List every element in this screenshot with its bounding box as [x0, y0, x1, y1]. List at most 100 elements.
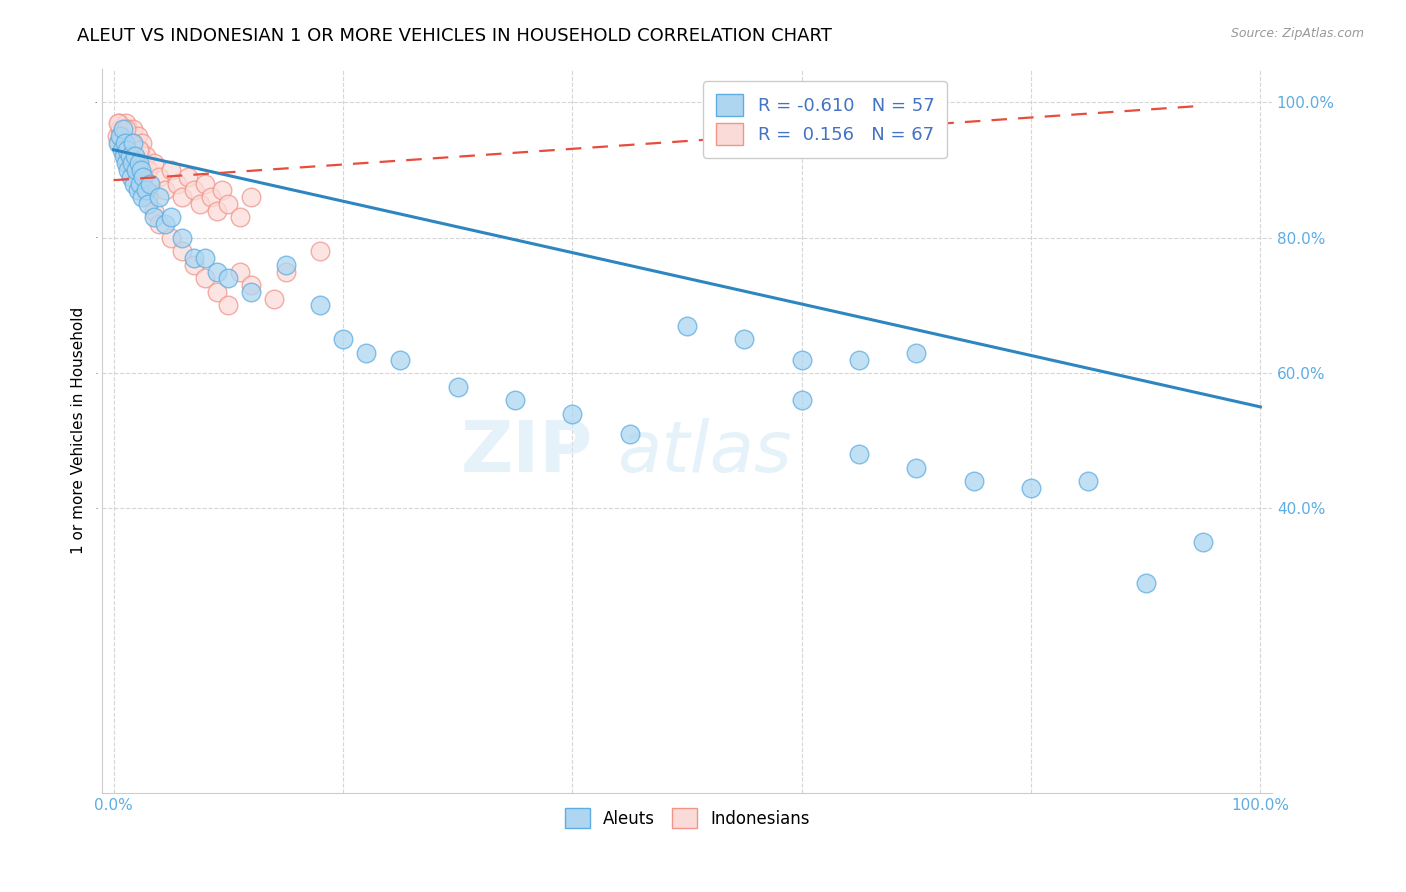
Point [129, 177, 152, 191]
Point [117, 143, 139, 157]
Point [240, 278, 263, 293]
Point [389, 352, 412, 367]
Point [848, 352, 870, 367]
Point [108, 116, 131, 130]
Point [172, 244, 194, 259]
Point [205, 264, 228, 278]
Point [217, 298, 239, 312]
Point [122, 136, 145, 150]
Point [120, 136, 142, 150]
Point [122, 149, 145, 163]
Point [125, 163, 148, 178]
Point [354, 345, 377, 359]
Point [183, 183, 205, 197]
Point [117, 156, 139, 170]
Point [217, 271, 239, 285]
Point [118, 149, 141, 163]
Point [114, 136, 136, 150]
Point [332, 332, 354, 346]
Point [135, 183, 157, 197]
Point [148, 217, 170, 231]
Point [160, 211, 183, 225]
Point [112, 143, 135, 157]
Point [107, 116, 129, 130]
Point [194, 271, 217, 285]
Point [136, 163, 159, 178]
Point [1135, 575, 1157, 590]
Point [135, 149, 157, 163]
Point [503, 393, 526, 408]
Point [122, 122, 145, 136]
Point [963, 475, 986, 489]
Point [194, 251, 217, 265]
Y-axis label: 1 or more Vehicles in Household: 1 or more Vehicles in Household [72, 307, 86, 554]
Point [790, 393, 813, 408]
Point [194, 177, 217, 191]
Point [848, 447, 870, 461]
Point [117, 163, 139, 178]
Text: atlas: atlas [617, 417, 792, 487]
Point [172, 190, 194, 204]
Point [105, 129, 128, 144]
Point [107, 136, 129, 150]
Point [125, 149, 148, 163]
Point [1019, 481, 1042, 495]
Point [125, 163, 148, 178]
Point [117, 136, 139, 150]
Point [131, 177, 153, 191]
Point [131, 190, 153, 204]
Point [136, 190, 159, 204]
Point [127, 129, 149, 144]
Point [211, 183, 233, 197]
Point [110, 136, 132, 150]
Point [121, 143, 143, 157]
Point [120, 129, 142, 144]
Point [110, 129, 132, 144]
Point [200, 190, 222, 204]
Point [115, 122, 138, 136]
Point [309, 244, 332, 259]
Point [108, 136, 131, 150]
Point [124, 136, 146, 150]
Point [132, 169, 155, 184]
Point [240, 285, 263, 299]
Point [132, 169, 155, 184]
Point [905, 345, 928, 359]
Point [118, 149, 141, 163]
Point [148, 169, 170, 184]
Point [142, 156, 165, 170]
Point [153, 183, 176, 197]
Point [122, 156, 145, 170]
Point [136, 197, 159, 211]
Point [120, 169, 142, 184]
Point [142, 211, 165, 225]
Point [1192, 535, 1215, 549]
Point [110, 122, 132, 136]
Point [309, 298, 332, 312]
Point [183, 251, 205, 265]
Point [110, 143, 132, 157]
Point [217, 197, 239, 211]
Point [172, 230, 194, 244]
Point [160, 230, 183, 244]
Point [111, 122, 134, 136]
Point [240, 190, 263, 204]
Point [111, 122, 134, 136]
Point [127, 183, 149, 197]
Point [153, 217, 176, 231]
Point [142, 203, 165, 218]
Point [905, 460, 928, 475]
Point [274, 258, 297, 272]
Point [129, 163, 152, 178]
Point [733, 332, 755, 346]
Point [790, 352, 813, 367]
Point [128, 163, 150, 178]
Point [115, 156, 138, 170]
Text: Source: ZipAtlas.com: Source: ZipAtlas.com [1230, 27, 1364, 40]
Point [139, 177, 162, 191]
Point [117, 122, 139, 136]
Point [676, 318, 699, 333]
Point [122, 177, 145, 191]
Point [177, 169, 200, 184]
Text: ZIP: ZIP [461, 417, 593, 487]
